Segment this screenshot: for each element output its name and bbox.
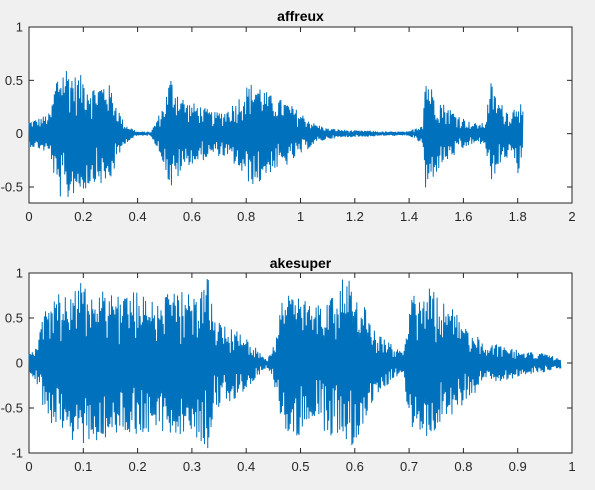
x-ticks-2: [28, 273, 573, 453]
y-tick-label-2: 1: [16, 266, 23, 281]
x-tick-label-1: 1.8: [509, 209, 527, 224]
x-tick-label-1: 0: [25, 209, 32, 224]
plot-title-1: affreux: [277, 8, 324, 24]
x-tick-label-2: 0.1: [74, 459, 92, 474]
waveform-1: [28, 71, 524, 197]
x-tick-label-1: 1.2: [346, 209, 364, 224]
x-tick-label-2: 0.6: [346, 459, 364, 474]
plot-title-2: akesuper: [270, 255, 332, 271]
x-tick-label-1: 0.2: [74, 209, 92, 224]
y-tick-label-1: -0.5: [1, 180, 23, 195]
y-tick-label-2: -0.5: [1, 401, 23, 416]
x-tick-labels-2: 0 0.1 0.2 0.3 0.4 0.5 0.6 0.7 0.8 0.9 1: [25, 459, 575, 474]
y-tick-label-2: 0.5: [5, 311, 23, 326]
x-tick-label-1: 1: [297, 209, 304, 224]
y-tick-label-2: 0: [16, 356, 23, 371]
x-tick-label-1: 2: [568, 209, 575, 224]
x-tick-label-1: 0.8: [237, 209, 255, 224]
x-tick-label-2: 0.4: [237, 459, 255, 474]
x-tick-label-1: 0.4: [129, 209, 147, 224]
y-tick-labels-1: -0.5 0 0.5 1: [1, 20, 23, 195]
y-tick-label-1: 1: [16, 20, 23, 35]
y-tick-labels-2: -1 -0.5 0 0.5 1: [1, 266, 23, 461]
x-tick-label-2: 0.7: [400, 459, 418, 474]
x-tick-label-2: 0.2: [129, 459, 147, 474]
waveform-2: [28, 279, 562, 449]
y-tick-label-1: 0.5: [5, 73, 23, 88]
x-ticks-1: [28, 27, 573, 203]
x-tick-label-2: 1: [568, 459, 575, 474]
y-tick-label-1: 0: [16, 126, 23, 141]
x-tick-label-2: 0: [25, 459, 32, 474]
y-tick-label-2: -1: [11, 446, 23, 461]
x-tick-label-2: 0.3: [183, 459, 201, 474]
x-tick-label-2: 0.9: [509, 459, 527, 474]
x-tick-label-2: 0.5: [291, 459, 309, 474]
plot-akesuper: akesuper 0 0.1 0.2 0.3 0.4 0.5 0.6 0.7 0.8 0.9 1 -…: [1, 255, 576, 474]
x-tick-labels-1: 0 0.2 0.4 0.6 0.8 1 1.2 1.4 1.6 1.8 2: [25, 209, 575, 224]
x-tick-label-2: 0.8: [454, 459, 472, 474]
x-tick-label-1: 1.6: [454, 209, 472, 224]
x-tick-label-1: 1.4: [400, 209, 418, 224]
x-tick-label-1: 0.6: [183, 209, 201, 224]
plot-affreux: affreux 0 0.2 0.4 0.6 0.8 1 1.2 1.4 1.6 1.8 2 -0.5…: [1, 8, 576, 224]
